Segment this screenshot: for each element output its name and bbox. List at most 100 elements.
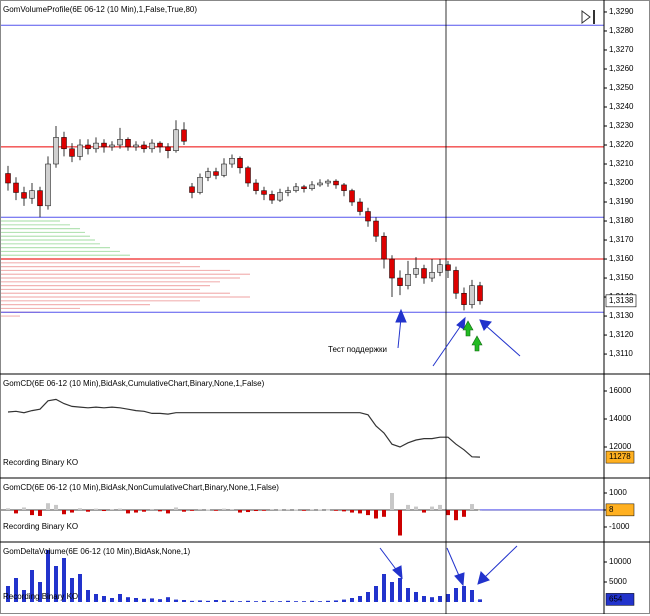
y-tick-label: 1,3280 bbox=[609, 26, 634, 35]
candle-body bbox=[205, 171, 211, 178]
candle-body bbox=[309, 184, 315, 189]
cumulative-line bbox=[7, 398, 481, 458]
last-value-label: 654 bbox=[609, 594, 623, 603]
bar bbox=[278, 509, 282, 511]
bar bbox=[182, 510, 186, 512]
last-value-box bbox=[605, 503, 635, 517]
last-value-label: 11278 bbox=[609, 452, 631, 461]
bar bbox=[190, 510, 194, 511]
bar bbox=[422, 510, 426, 513]
bar bbox=[118, 508, 122, 510]
y-tick-label: 1,3290 bbox=[609, 7, 634, 16]
candle-body bbox=[437, 264, 443, 273]
bar bbox=[406, 504, 410, 510]
bar bbox=[94, 508, 98, 510]
bar bbox=[206, 600, 210, 602]
toolbar-icon[interactable] bbox=[581, 10, 595, 24]
y-tick-label: 1,3210 bbox=[609, 159, 634, 168]
bar bbox=[254, 510, 258, 512]
candle-body bbox=[101, 142, 107, 148]
candle-body bbox=[325, 180, 331, 184]
candle-body bbox=[69, 148, 75, 157]
bar bbox=[310, 509, 314, 511]
bar bbox=[430, 506, 434, 510]
y-tick-label: 10000 bbox=[609, 557, 632, 566]
bar bbox=[342, 510, 346, 512]
bar bbox=[22, 590, 26, 602]
candle-body bbox=[53, 137, 59, 165]
arrow-head bbox=[479, 319, 492, 331]
bar bbox=[38, 582, 42, 602]
y-tick-label: 1000 bbox=[609, 488, 627, 497]
y-tick-label: 1,3160 bbox=[609, 254, 634, 263]
candle-body bbox=[317, 182, 323, 186]
arrow bbox=[483, 545, 518, 579]
plot-layer: 1,31101,31201,31301,31401,31501,31601,31… bbox=[0, 5, 637, 606]
bar bbox=[470, 504, 474, 510]
bar bbox=[102, 510, 106, 512]
bar bbox=[270, 509, 274, 510]
bar bbox=[462, 510, 466, 517]
y-tick-label: 1,3230 bbox=[609, 121, 634, 130]
bar bbox=[478, 599, 482, 602]
bar bbox=[22, 507, 26, 510]
candle-body bbox=[93, 142, 99, 150]
bar bbox=[446, 510, 450, 516]
bar bbox=[190, 600, 194, 602]
candle-body bbox=[181, 129, 187, 142]
candle-body bbox=[293, 186, 299, 191]
bar bbox=[246, 600, 250, 602]
candle-body bbox=[429, 272, 435, 279]
candle-body bbox=[229, 158, 235, 165]
candle-body bbox=[397, 277, 403, 286]
bar bbox=[318, 601, 322, 602]
bar bbox=[342, 599, 346, 602]
candle-body bbox=[301, 186, 307, 189]
bar bbox=[70, 578, 74, 602]
candle-body bbox=[189, 186, 195, 193]
bar bbox=[246, 510, 250, 513]
last-price-box bbox=[605, 294, 637, 308]
bar bbox=[46, 550, 50, 602]
y-tick-label: 1,3150 bbox=[609, 273, 634, 282]
bar bbox=[446, 594, 450, 602]
bar bbox=[86, 590, 90, 602]
candle-body bbox=[13, 182, 19, 193]
y-tick-label: 1,3240 bbox=[609, 102, 634, 111]
candle-body bbox=[445, 264, 451, 271]
candle-body bbox=[333, 180, 339, 186]
y-tick-label: 12000 bbox=[609, 442, 632, 451]
y-tick-label: 1,3120 bbox=[609, 330, 634, 339]
candle-body bbox=[261, 190, 267, 195]
candle-body bbox=[381, 235, 387, 260]
panel-status: Recording Binary KO bbox=[3, 522, 78, 531]
arrow bbox=[397, 317, 402, 349]
y-tick-label: 1,3130 bbox=[609, 311, 634, 320]
candle-body bbox=[357, 201, 363, 212]
bar bbox=[198, 508, 202, 510]
bar bbox=[454, 510, 458, 521]
candle-body bbox=[173, 129, 179, 151]
bar bbox=[406, 588, 410, 602]
y-tick-label: 14000 bbox=[609, 414, 632, 423]
bar bbox=[358, 510, 362, 514]
bar bbox=[198, 600, 202, 602]
candle-body bbox=[5, 173, 11, 184]
y-tick-label: 1,3170 bbox=[609, 235, 634, 244]
bar bbox=[462, 586, 466, 602]
bar bbox=[270, 601, 274, 602]
candle-body bbox=[237, 158, 243, 169]
candle-body bbox=[37, 190, 43, 207]
bar bbox=[174, 599, 178, 602]
bar bbox=[158, 510, 162, 512]
bar bbox=[70, 510, 74, 513]
bar bbox=[422, 596, 426, 602]
bar bbox=[390, 492, 394, 510]
bar bbox=[118, 594, 122, 602]
bar bbox=[350, 510, 354, 513]
bar bbox=[302, 510, 306, 511]
bar bbox=[54, 566, 58, 602]
bar bbox=[134, 510, 138, 513]
bar bbox=[142, 598, 146, 602]
